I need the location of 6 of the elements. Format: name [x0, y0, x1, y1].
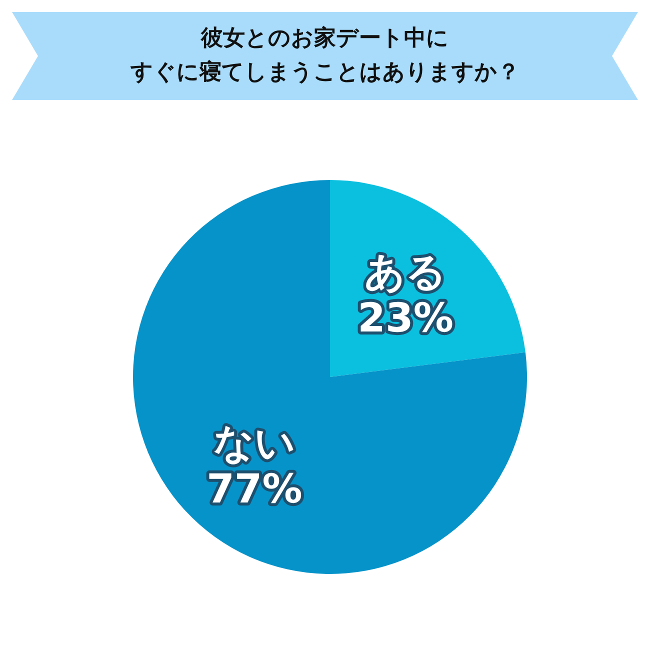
slice-label: ない — [213, 420, 296, 467]
pie-slice — [133, 180, 527, 574]
data-label: 23% — [358, 295, 454, 342]
chart-title: 彼女とのお家デート中にすぐに寝てしまうことはありますか？ — [130, 25, 520, 85]
data-label: 77% — [206, 466, 302, 513]
slice-label: ある — [364, 249, 447, 296]
